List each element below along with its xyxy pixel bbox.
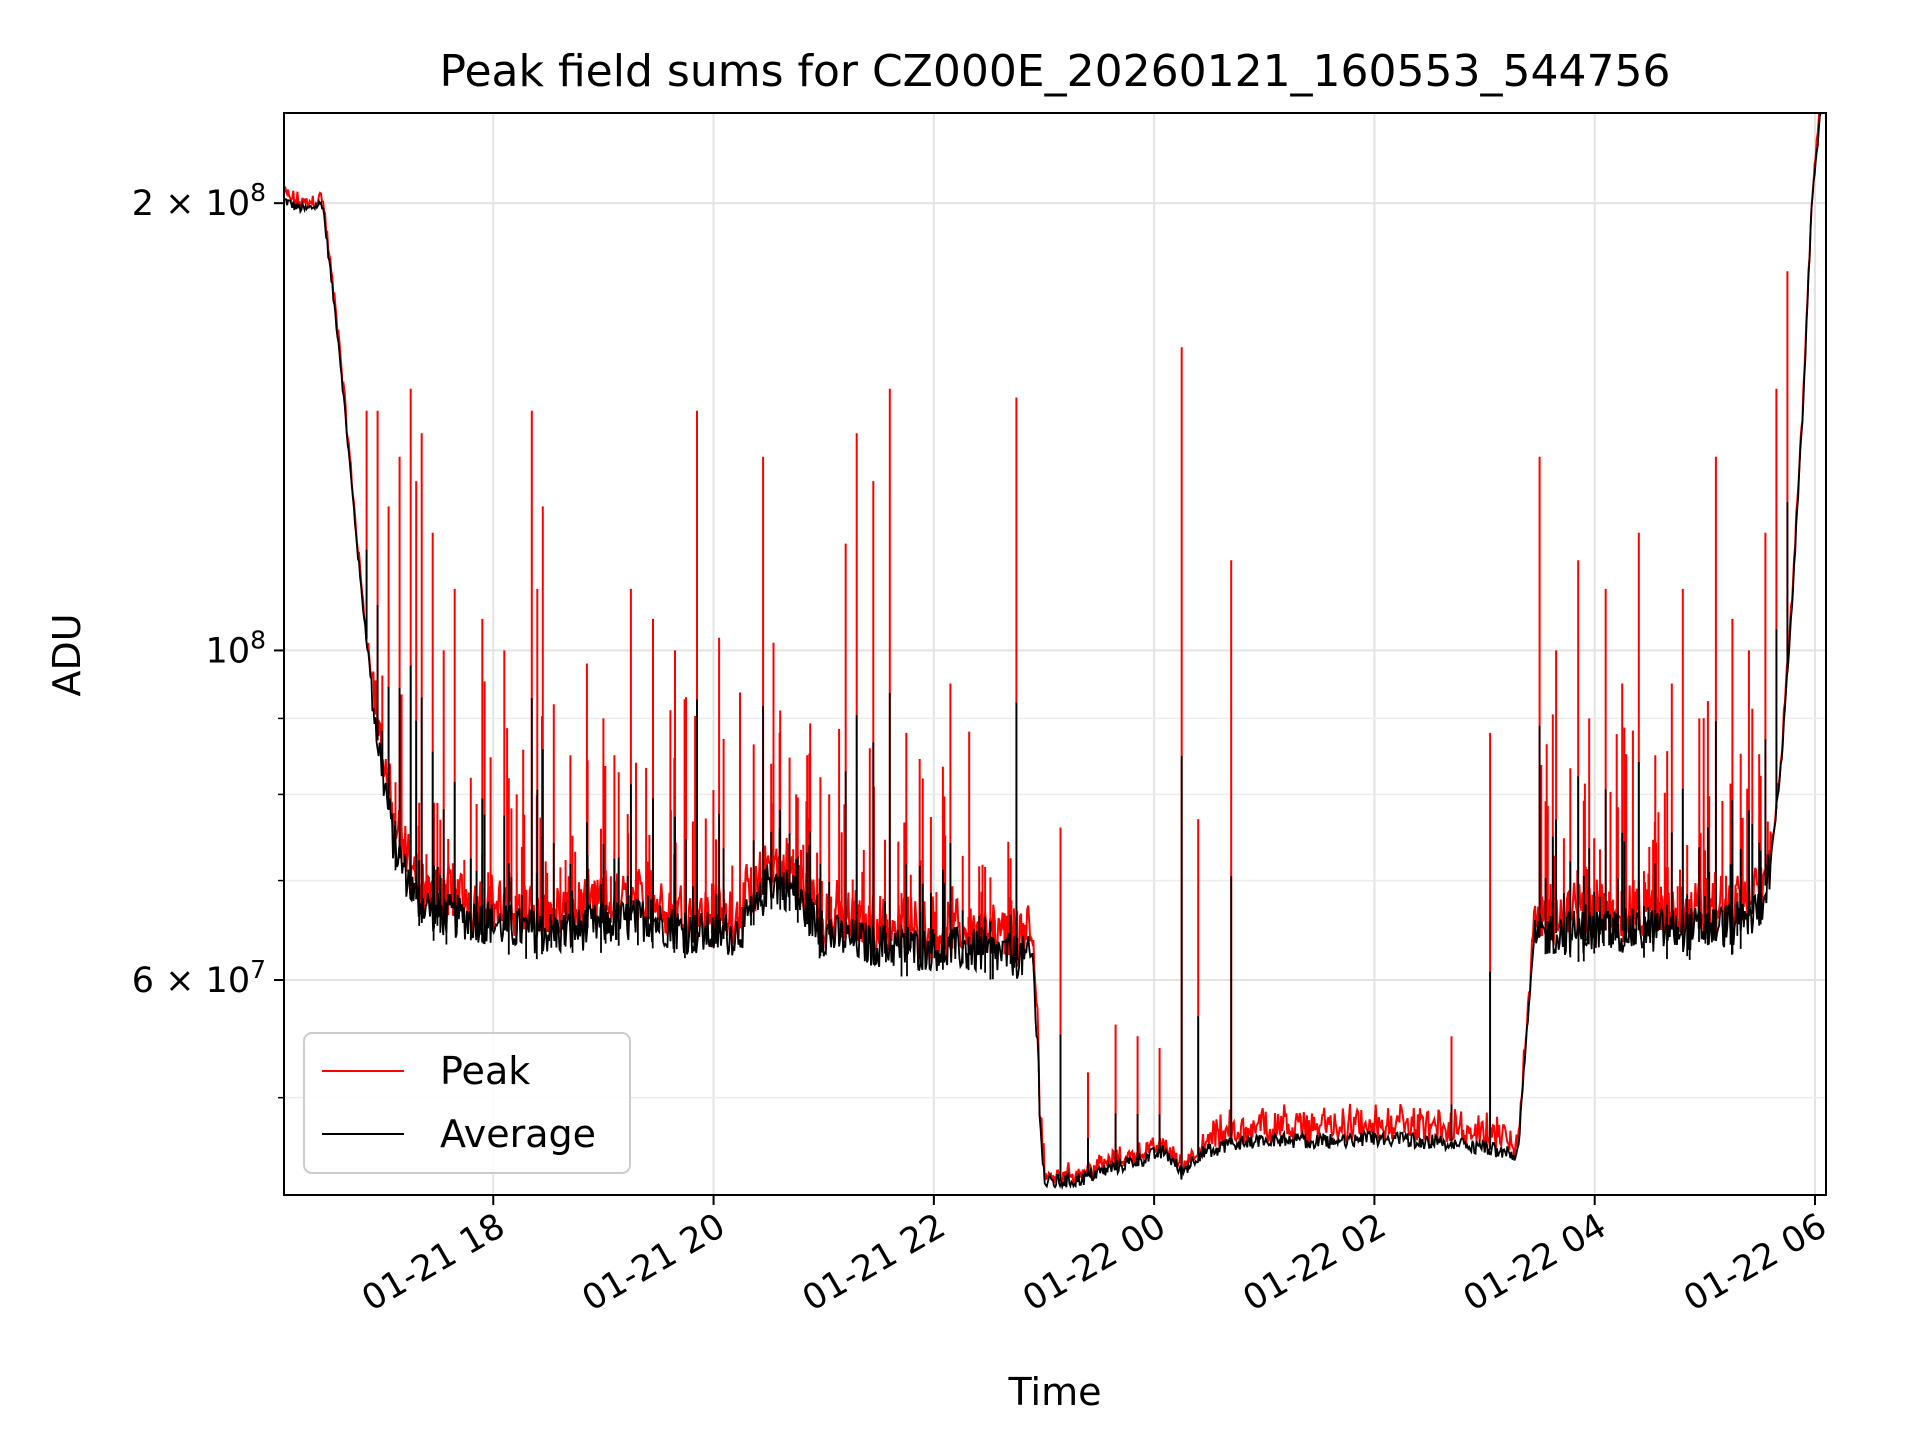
legend-box: [303, 1032, 631, 1174]
legend: Peak Average: [303, 1032, 631, 1174]
plot-frame: [283, 112, 1827, 1196]
average-series-spikes: [365, 502, 1789, 1182]
average-series-line: [284, 113, 1826, 1191]
y-tick-label: 6 × 107: [132, 955, 266, 1001]
legend-peak-label: Peak: [440, 1049, 530, 1093]
chart-title: Peak field sums for CZ000E_20260121_1605…: [440, 46, 1671, 97]
legend-average-label: Average: [440, 1112, 596, 1156]
plot-area: [284, 113, 1826, 1191]
y-axis: 6 × 107 108 2 × 108: [132, 178, 284, 1099]
x-axis-label: Time: [1008, 1370, 1102, 1414]
y-axis-label: ADU: [45, 613, 89, 696]
y-tick-label: 108: [206, 625, 266, 671]
y-tick-label: 2 × 108: [132, 178, 266, 224]
